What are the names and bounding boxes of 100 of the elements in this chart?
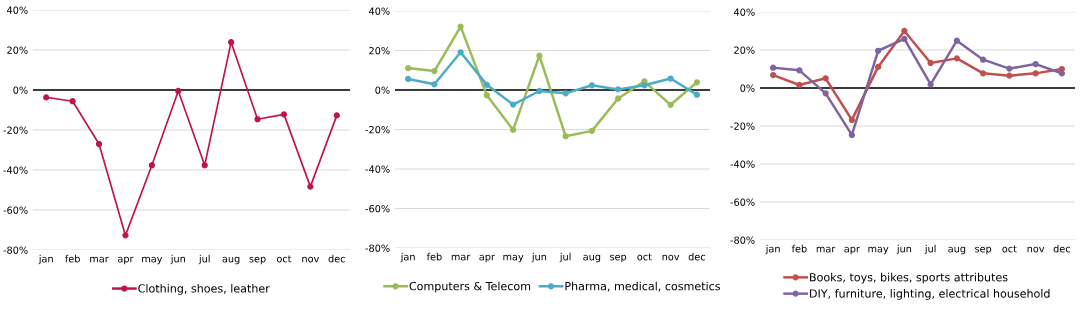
point <box>588 82 596 89</box>
y-tick-label: -20% <box>365 125 390 134</box>
point <box>333 112 340 119</box>
x-tick-label: jul <box>198 254 210 265</box>
point <box>148 162 156 169</box>
y-tick-label: 0% <box>13 86 28 94</box>
y-tick-label: -40% <box>730 160 755 168</box>
y-tick-label: 40% <box>734 8 755 16</box>
point <box>901 27 908 35</box>
point <box>431 81 438 88</box>
point <box>614 95 622 102</box>
point <box>614 86 622 93</box>
point <box>536 87 543 95</box>
point <box>404 75 412 83</box>
y-tick-label: -80% <box>3 246 28 254</box>
point <box>483 92 491 99</box>
y-tick-label: 0% <box>375 86 390 94</box>
point <box>848 116 856 124</box>
point <box>796 81 803 89</box>
x-tick-label: dec <box>1053 244 1071 253</box>
y-tick-label: -40% <box>3 166 28 174</box>
y-tick-label: -80% <box>730 236 755 244</box>
point <box>1006 72 1013 79</box>
point <box>227 39 235 46</box>
legend-label: Pharma, medical, cosmetics <box>565 281 721 292</box>
x-tick-label: feb <box>791 244 807 253</box>
y-tick-label: -80% <box>365 244 390 252</box>
x-tick-label: may <box>868 246 889 255</box>
x-tick-label: apr <box>479 254 495 263</box>
point <box>953 37 961 44</box>
point <box>588 127 596 135</box>
x-tick-label: mar <box>816 246 836 253</box>
x-tick-label: nov <box>1027 246 1045 253</box>
point <box>536 52 543 59</box>
point <box>979 70 987 77</box>
point <box>122 232 129 239</box>
x-tick-label: jun <box>896 244 912 255</box>
point <box>822 90 829 97</box>
point <box>307 183 314 190</box>
point <box>95 140 103 148</box>
point <box>667 75 674 82</box>
point <box>509 126 517 134</box>
point <box>874 47 882 54</box>
point <box>641 82 648 89</box>
point <box>457 23 464 30</box>
point <box>796 67 803 74</box>
x-tick-label: jan <box>400 252 415 263</box>
y-tick-label: -20% <box>730 122 755 130</box>
point <box>562 133 569 140</box>
x-tick-label: mar <box>90 256 109 263</box>
point <box>280 111 288 118</box>
y-tick-label: 40% <box>369 7 390 15</box>
point <box>562 90 569 97</box>
x-tick-label: oct <box>276 255 292 263</box>
point <box>667 101 674 108</box>
x-tick-label: aug <box>222 256 240 265</box>
x-tick-label: jun <box>170 254 185 265</box>
y-tick-label: -20% <box>3 126 28 134</box>
point <box>509 101 517 108</box>
x-tick-label: feb <box>426 252 442 261</box>
point <box>69 98 76 105</box>
x-tick-label: dec <box>688 252 706 261</box>
x-tick-label: jan <box>38 254 53 265</box>
x-tick-label: apr <box>844 246 860 255</box>
y-tick-label: 0% <box>740 84 755 92</box>
y-tick-label: 20% <box>7 46 28 54</box>
point <box>901 35 908 43</box>
point <box>254 116 261 123</box>
x-tick-label: jul <box>559 252 571 263</box>
point <box>927 59 934 67</box>
point <box>953 55 961 62</box>
x-tick-label: sep <box>249 256 266 265</box>
point <box>693 79 701 86</box>
x-tick-label: nov <box>662 254 680 261</box>
point <box>201 162 208 169</box>
x-tick-label: nov <box>302 256 320 263</box>
y-tick-label: -60% <box>365 204 390 213</box>
point <box>43 94 50 101</box>
x-tick-label: aug <box>948 246 966 255</box>
x-tick-label: aug <box>583 254 601 263</box>
y-tick-label: -60% <box>3 206 28 214</box>
point <box>769 71 777 79</box>
x-tick-label: apr <box>117 256 134 265</box>
y-tick-label: 20% <box>734 46 755 54</box>
point <box>1058 70 1066 77</box>
point <box>1006 65 1013 72</box>
legend-label: Computers & Telecom <box>409 281 531 293</box>
x-tick-label: oct <box>1002 245 1017 253</box>
point <box>822 75 829 82</box>
legend-label: Books, toys, bikes, sports attributes <box>810 272 1008 284</box>
point <box>848 131 856 139</box>
legend-label: Clothing, shoes, leather <box>138 284 270 295</box>
legend-label: DIY, furniture, lighting, electrical household <box>810 289 1050 300</box>
y-tick-label: -40% <box>365 165 390 173</box>
x-tick-label: sep <box>610 254 627 263</box>
x-tick-label: sep <box>975 246 992 255</box>
point <box>1032 60 1039 68</box>
x-tick-label: may <box>142 256 163 265</box>
point <box>175 87 182 95</box>
y-tick-label: 20% <box>369 46 390 55</box>
